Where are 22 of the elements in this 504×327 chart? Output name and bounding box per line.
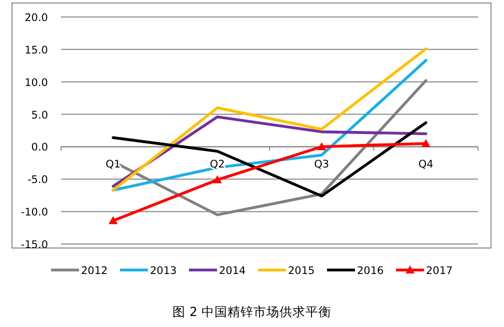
- y-tick-label: 15.0: [24, 44, 48, 56]
- y-tick-label: 0.0: [31, 142, 48, 154]
- y-tick-label: 10.0: [24, 76, 48, 89]
- y-tick-label: -10.0: [20, 206, 48, 219]
- point: [212, 175, 222, 184]
- point: [108, 216, 118, 224]
- x-tick-label: Q1: [106, 158, 121, 171]
- legend-label: 2014: [219, 265, 246, 277]
- legend-label: 2015: [288, 265, 315, 277]
- y-tick-label: 5.0: [31, 109, 48, 122]
- point: [317, 142, 326, 150]
- x-tick-label: Q3: [314, 158, 330, 171]
- legend-label: 2013: [150, 265, 177, 277]
- text: 图 2 中国精锌市场供求平衡: [172, 304, 332, 319]
- y-tick-label: -15.0: [20, 239, 48, 251]
- x-tick-label: Q4: [418, 158, 434, 171]
- y-tick-label: 20.0: [24, 12, 48, 24]
- legend-label: 2017: [426, 265, 453, 277]
- y-tick-label: -5.0: [28, 174, 48, 186]
- legend-label: 2016: [357, 265, 384, 277]
- legend-label: 2012: [81, 265, 108, 277]
- point: [421, 138, 430, 147]
